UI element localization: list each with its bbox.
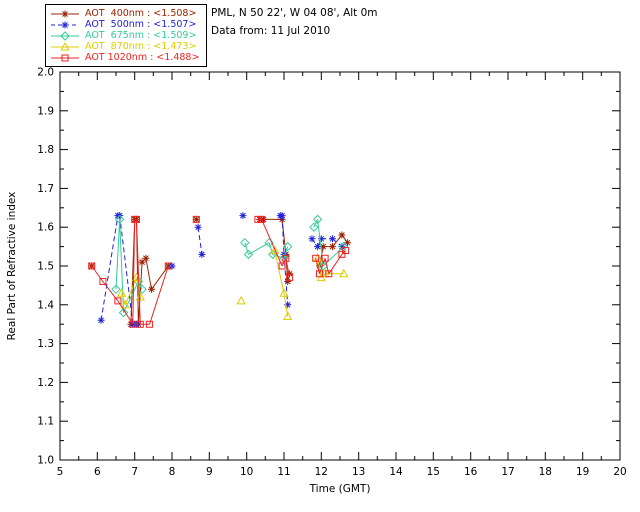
series-1020nm [88, 215, 350, 328]
axis-labels: 5 6 7 8 9 10 11 12 13 14 15 16 17 18 19 20 1.0 1.1 1.2 1.3 1… [6, 67, 627, 496]
series-line [91, 218, 346, 325]
series-1020nm-symbols [88, 215, 350, 328]
x-tick-label: 17 [501, 466, 514, 478]
diamond-swatch-icon [51, 30, 79, 41]
square-swatch-icon [51, 54, 79, 61]
legend-label: AOT 500nm : <1.507> [85, 19, 197, 30]
series-400nm [88, 215, 351, 328]
x-tick-label: 20 [613, 466, 626, 478]
series-line [121, 250, 344, 317]
y-tick-label: 1.7 [37, 183, 54, 195]
y-tick-label: 1.2 [37, 377, 54, 389]
y-tick-label: 1.9 [37, 105, 54, 117]
y-tick-label: 1.8 [37, 144, 54, 156]
x-tick-label: 15 [427, 466, 440, 478]
x-tick-label: 9 [206, 466, 213, 478]
x-tick-label: 16 [464, 466, 478, 478]
legend-entry-870nm: AOT 870nm : <1.473> [50, 41, 202, 52]
x-tick-label: 5 [57, 466, 64, 478]
y-tick-label: 1.4 [37, 299, 54, 311]
legend-entry-675nm: AOT 675nm : <1.509> [50, 30, 202, 41]
x-tick-label: 14 [389, 466, 403, 478]
legend-entry-1020nm: AOT 1020nm : <1.488> [50, 52, 202, 63]
x-tick-label: 6 [94, 466, 101, 478]
y-tick-label: 1.6 [37, 222, 54, 234]
y-tick-label: 1.3 [37, 338, 54, 350]
y-tick-label: 2.0 [37, 67, 54, 79]
y-tick-label: 1.1 [37, 416, 54, 428]
plot-frame [59, 71, 621, 461]
asterisk-swatch-icon [51, 10, 79, 17]
station-title: PML, N 50 22', W 04 08', Alt 0m [211, 7, 378, 19]
asterisk-swatch-icon [51, 21, 79, 28]
series-400nm-symbols [88, 215, 351, 328]
x-tick-label: 11 [277, 466, 290, 478]
header: PML, N 50 22', W 04 08', Alt 0m Data fro… [211, 7, 378, 43]
x-tick-label: 13 [352, 466, 365, 478]
y-axis-ticks [60, 71, 620, 461]
y-axis-title: Real Part of Refractive index [6, 192, 18, 341]
series-line [115, 219, 345, 313]
legend-label: AOT 675nm : <1.509> [85, 30, 197, 41]
data-date: Data from: 11 Jul 2010 [211, 25, 331, 37]
y-tick-label: 1.0 [37, 455, 54, 467]
x-axis-ticks [59, 72, 621, 460]
x-tick-label: 18 [539, 466, 552, 478]
legend-label: AOT 870nm : <1.473> [85, 41, 197, 52]
legend-entry-500nm: AOT 500nm : <1.507> [50, 19, 202, 30]
x-tick-label: 19 [576, 466, 589, 478]
x-tick-label: 8 [169, 466, 176, 478]
legend-box: AOT 400nm : <1.508> AOT 500nm : <1.507> AO… [45, 4, 207, 67]
x-tick-label: 10 [240, 466, 253, 478]
legend-entry-400nm: AOT 400nm : <1.508> [50, 8, 202, 19]
series-line [130, 218, 348, 325]
x-tick-label: 7 [131, 466, 138, 478]
x-axis-title: Time (GMT) [309, 483, 371, 495]
legend-label: AOT 1020nm : <1.488> [85, 52, 200, 63]
y-tick-label: 1.5 [37, 261, 54, 273]
x-tick-label: 12 [315, 466, 328, 478]
legend-label: AOT 400nm : <1.508> [85, 8, 197, 19]
triangle-swatch-icon [51, 41, 79, 50]
